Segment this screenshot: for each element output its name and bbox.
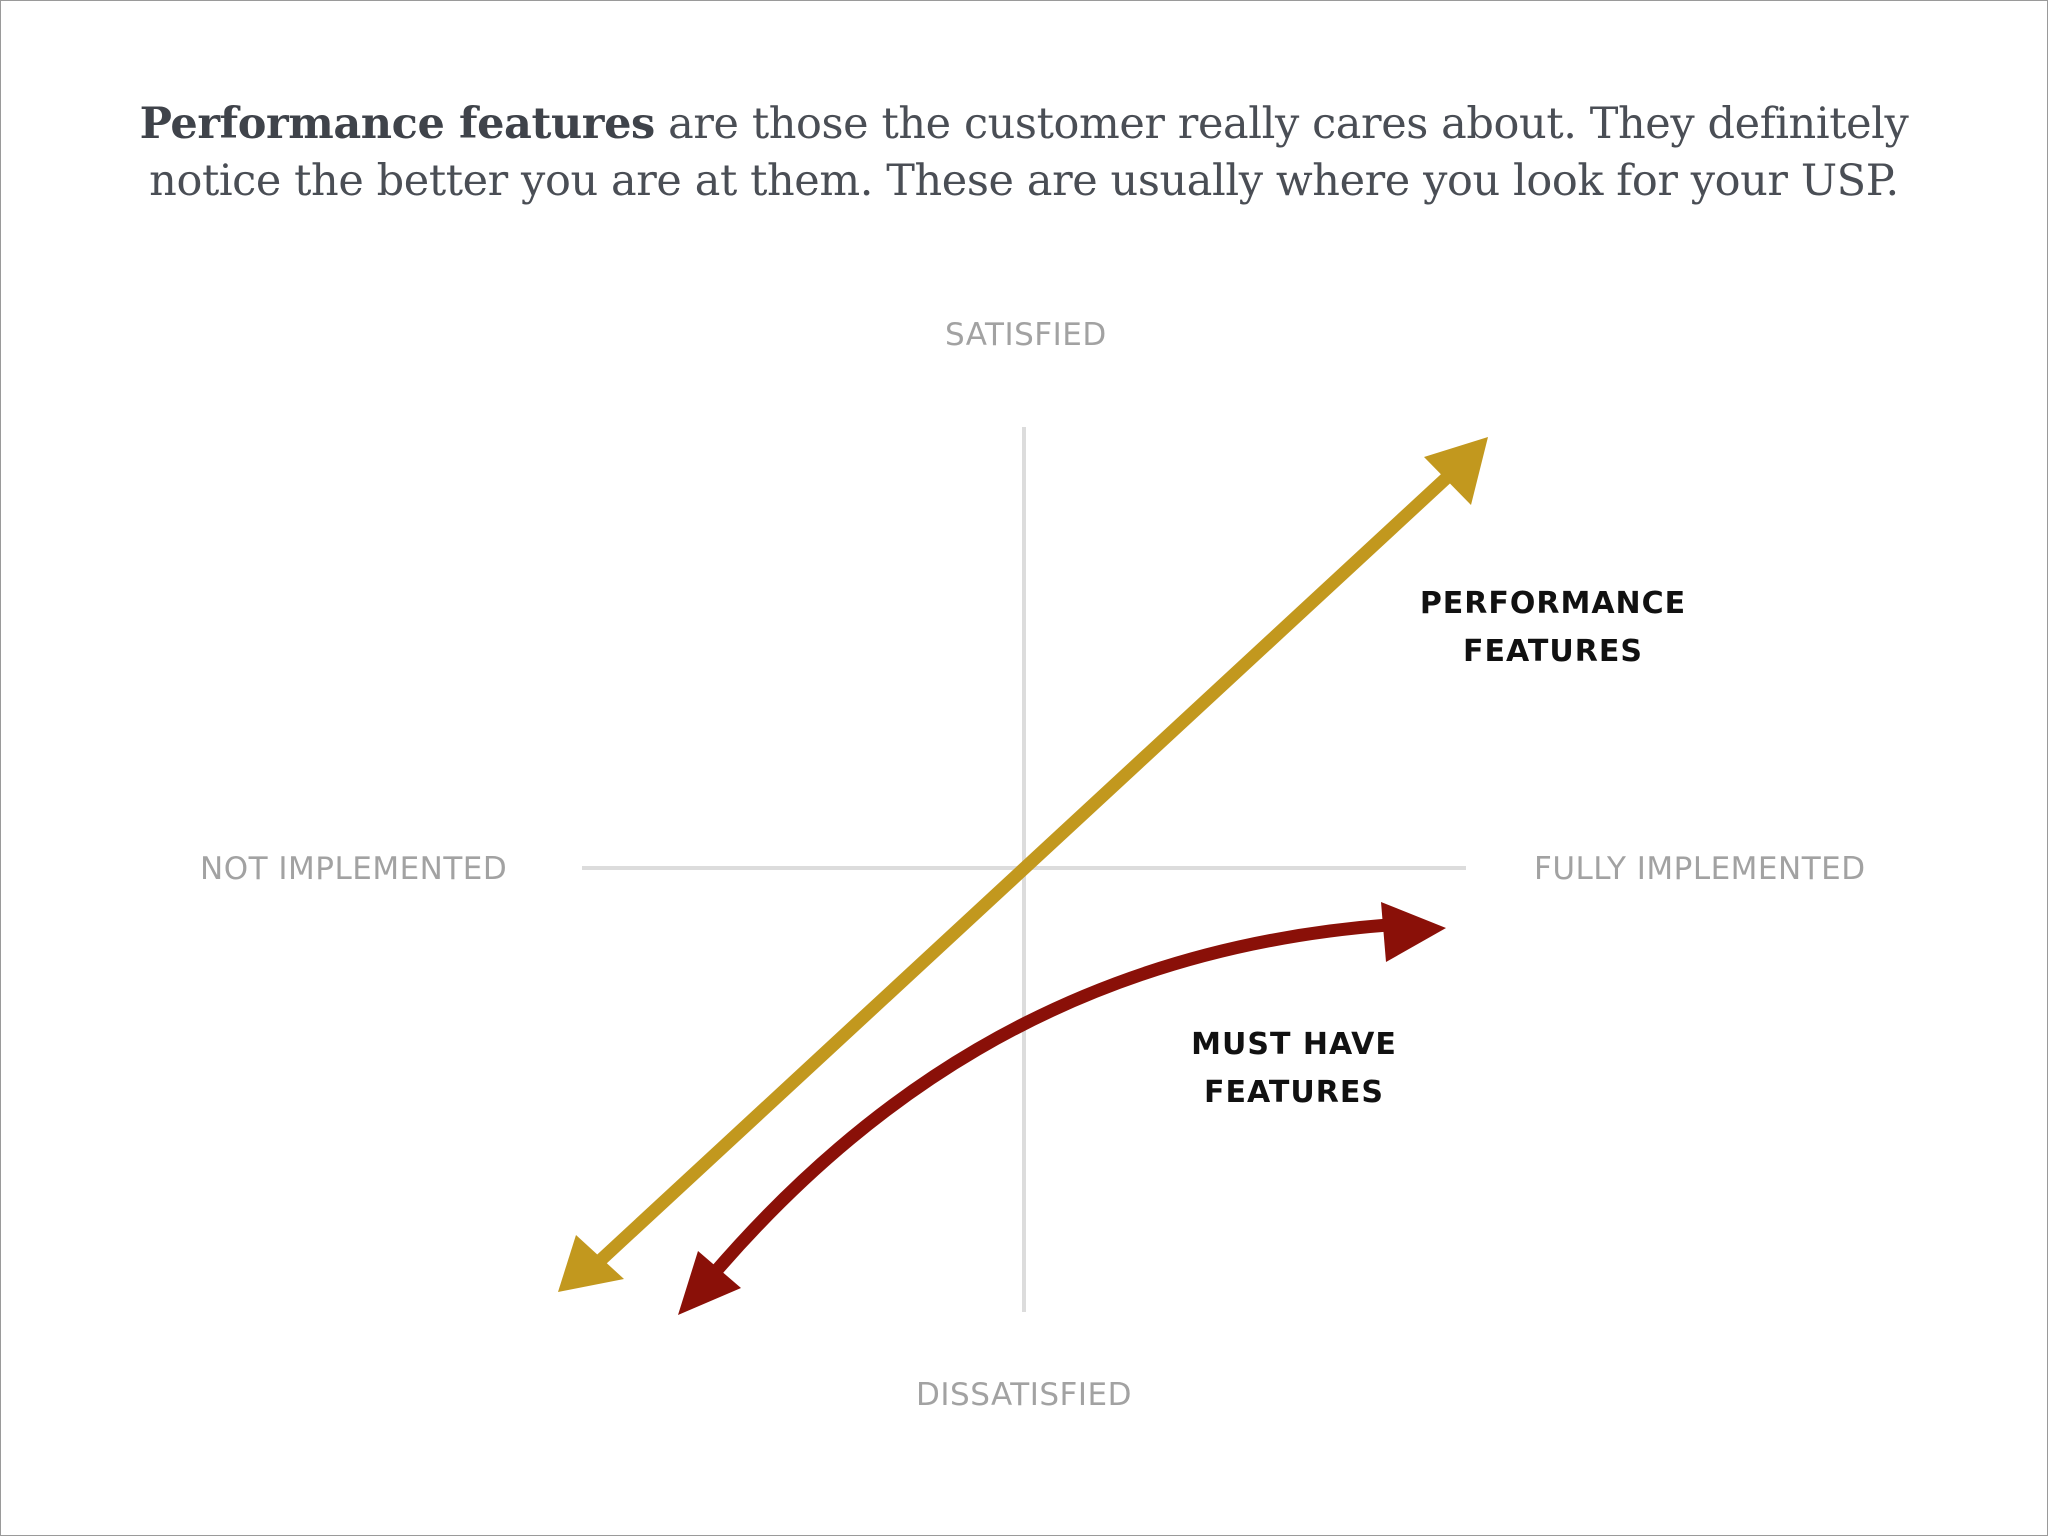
performance-features-line [585,465,1460,1275]
performance-label-line1: PERFORMANCE [1419,586,1687,621]
axis-label-bottom: DISSATISFIED [916,1377,1132,1413]
must-have-features-curve [695,918,1389,1295]
axis-label-top: SATISFIED [945,317,1107,353]
axis-label-left: NOT IMPLEMENTED [200,851,508,887]
intro-bold-term: Performance features [139,99,656,149]
must-have-arrowhead-right [1381,902,1446,962]
must-have-arrowhead-left [678,1251,741,1315]
intro-body: are those the customer really cares abou… [149,99,1909,206]
performance-features-label: PERFORMANCE FEATURES [1403,580,1703,676]
axis-label-right: FULLY IMPLEMENTED [1534,851,1866,887]
must-have-label-line2: FEATURES [1204,1075,1384,1110]
intro-text: Performance features are those the custo… [120,96,1928,210]
performance-arrowhead-top [1424,437,1488,505]
performance-label-line2: FEATURES [1463,634,1643,669]
must-have-label-line1: MUST HAVE [1191,1027,1397,1062]
must-have-features-label: MUST HAVE FEATURES [1164,1021,1424,1117]
performance-arrowhead-bottom [558,1235,624,1292]
